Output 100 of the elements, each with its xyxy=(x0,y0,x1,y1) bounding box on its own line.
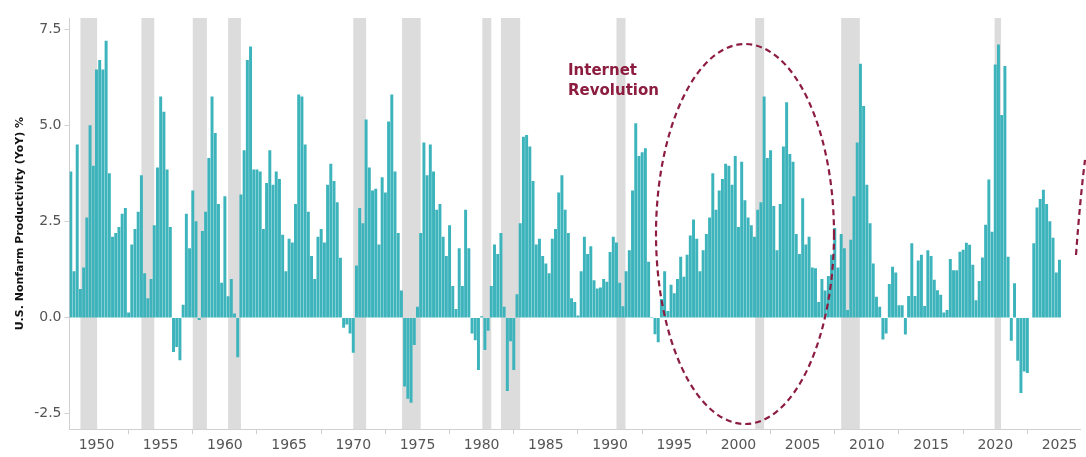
bar xyxy=(464,209,468,318)
bar xyxy=(505,317,509,392)
bar xyxy=(926,250,930,318)
bar xyxy=(422,142,426,318)
bar xyxy=(428,144,432,318)
bar xyxy=(249,46,253,318)
bar xyxy=(287,238,291,318)
bar xyxy=(406,317,410,399)
bar xyxy=(297,94,301,318)
bar xyxy=(409,317,413,403)
bar xyxy=(881,317,885,340)
bar xyxy=(88,125,92,318)
y-tick-label: 2.5 xyxy=(39,212,62,229)
bar xyxy=(602,278,606,318)
x-tick-label: 2005 xyxy=(784,436,821,453)
bar xyxy=(476,317,480,370)
bar xyxy=(75,144,79,318)
bar xyxy=(996,44,1000,318)
bar xyxy=(801,198,805,318)
x-tick-label: 2000 xyxy=(720,436,757,453)
x-tick-label: 2020 xyxy=(977,436,1014,453)
bar xyxy=(724,163,728,318)
bar xyxy=(223,196,227,318)
annotation: Internet Revolution xyxy=(568,60,660,100)
bar xyxy=(891,266,895,318)
bar xyxy=(210,96,214,318)
bar xyxy=(1009,317,1013,341)
bar xyxy=(727,165,731,318)
bar xyxy=(1057,259,1061,318)
bar xyxy=(1013,283,1016,318)
bar xyxy=(236,317,240,358)
bar xyxy=(537,238,541,318)
bar xyxy=(159,96,163,318)
bar xyxy=(733,156,737,318)
x-tick-label: 1970 xyxy=(335,436,372,453)
bar xyxy=(139,175,143,318)
bar xyxy=(814,268,817,318)
bar xyxy=(964,242,968,318)
bar xyxy=(184,213,188,318)
bar xyxy=(762,96,766,318)
bar xyxy=(512,317,516,370)
bar xyxy=(573,302,577,318)
bar xyxy=(521,136,525,318)
x-tick-label: 1955 xyxy=(142,436,179,453)
bar xyxy=(1019,317,1023,394)
bar xyxy=(342,317,346,328)
bar xyxy=(582,236,586,318)
bar xyxy=(958,251,962,318)
bar xyxy=(589,246,593,318)
bar xyxy=(643,148,647,318)
x-tick-label: 1975 xyxy=(399,436,436,453)
x-tick-label: 1985 xyxy=(528,436,564,453)
bar xyxy=(123,207,127,318)
x-tick-label: 1965 xyxy=(271,436,307,453)
bar xyxy=(634,123,638,318)
bar xyxy=(258,171,262,318)
bar xyxy=(939,294,943,318)
bar xyxy=(560,175,564,318)
y-tick-label: 7.5 xyxy=(39,20,62,37)
x-tick-label: 1960 xyxy=(207,436,243,453)
bar xyxy=(98,59,102,318)
bar xyxy=(900,305,904,318)
bar xyxy=(785,102,789,318)
x-tick-label: 2025 xyxy=(1041,436,1078,453)
bar xyxy=(640,152,644,318)
bar xyxy=(457,248,461,318)
bar xyxy=(948,259,952,318)
bar xyxy=(374,188,378,318)
bar xyxy=(669,284,673,318)
bar xyxy=(380,177,384,318)
x-tick-label: 2010 xyxy=(849,436,885,453)
bar xyxy=(438,204,442,318)
bar xyxy=(300,96,304,318)
bar xyxy=(499,232,503,318)
bar xyxy=(191,190,195,318)
bar xyxy=(104,40,108,318)
bar xyxy=(1041,189,1045,318)
bar xyxy=(740,161,744,318)
bar xyxy=(968,244,972,318)
y-tick-label: 0.0 xyxy=(39,308,62,325)
bar xyxy=(448,225,452,318)
bar xyxy=(390,94,394,318)
bar xyxy=(229,278,233,318)
bar xyxy=(769,150,773,318)
bar xyxy=(910,243,914,318)
y-tick-label: 5.0 xyxy=(39,116,62,133)
bar xyxy=(679,256,683,318)
y-tick-label: -2.5 xyxy=(34,404,62,421)
bar xyxy=(656,317,660,343)
x-tick-label: 1990 xyxy=(592,436,628,453)
bar xyxy=(364,119,368,318)
bar xyxy=(711,173,715,318)
bar xyxy=(197,317,201,321)
bar xyxy=(525,134,529,318)
bar xyxy=(611,236,615,318)
x-tick-label: 2015 xyxy=(913,436,949,453)
bar xyxy=(493,244,496,318)
bar xyxy=(692,219,696,318)
x-tick-label: 1980 xyxy=(463,436,500,453)
bar xyxy=(172,317,175,352)
